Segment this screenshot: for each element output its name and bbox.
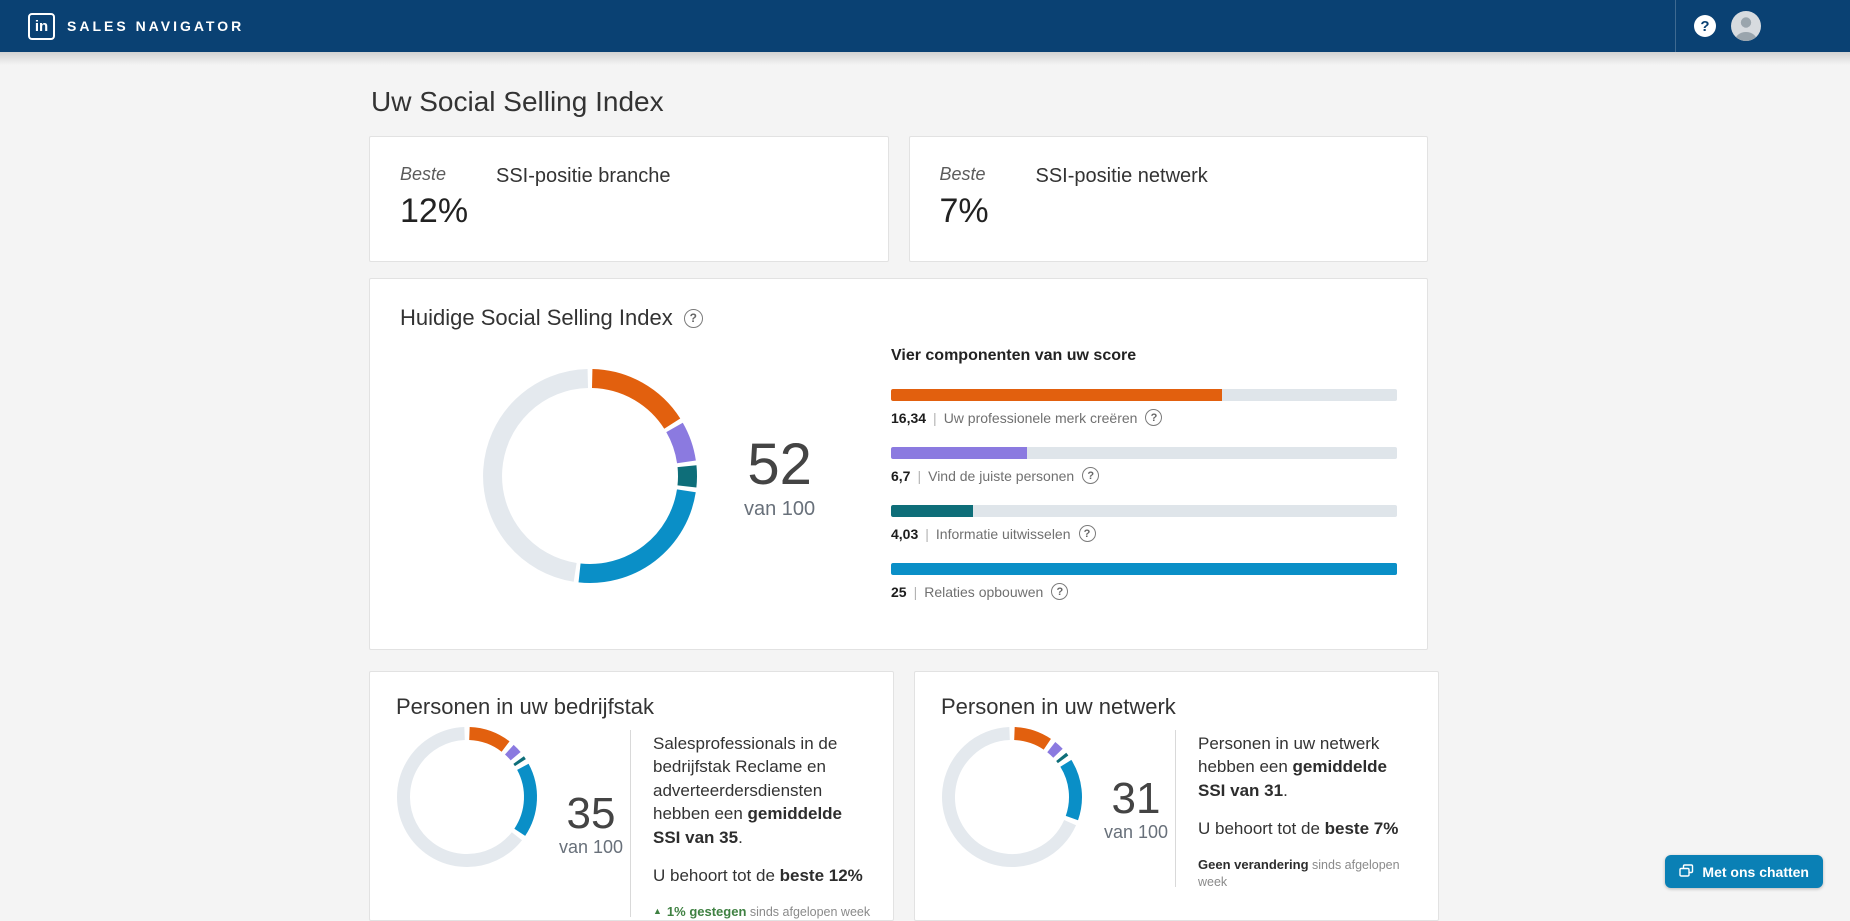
separator: | [913, 583, 918, 600]
navbar-shadow [0, 52, 1850, 65]
component-value: 25 [891, 583, 907, 600]
help-icon[interactable]: ? [1078, 525, 1096, 542]
navbar-divider [1675, 0, 1676, 52]
bar-track [891, 447, 1397, 459]
comparison-cards-row: Personen in uw bedrijfstak 35 van 100 Sa… [369, 671, 1439, 921]
rank-label: Beste [400, 164, 447, 184]
components-bars: 16,34 | Uw professionele merk creëren? 6,7 |… [891, 389, 1397, 600]
bar-track [891, 505, 1397, 517]
component-label: Vind de juiste personen [928, 467, 1075, 484]
ssi-card-title: Huidige Social Selling Index [400, 305, 673, 330]
bar-track [891, 389, 1397, 401]
component-value: 4,03 [891, 525, 919, 542]
bar-track [891, 563, 1397, 575]
help-icon[interactable]: ? [683, 308, 703, 328]
network-trend: Geen verandering sinds afgelopen week [1198, 856, 1400, 889]
component-label: Informatie uitwisselen [935, 525, 1071, 542]
network-card-title: Personen in uw netwerk [941, 694, 1176, 719]
rank-value: 12% [400, 192, 469, 230]
top-navbar: in SALES NAVIGATOR ? [0, 0, 1850, 52]
network-score: 31 [1111, 773, 1161, 823]
industry-score-caption: van 100 [558, 836, 624, 857]
rank-card-title: SSI-positie netwerk [1035, 165, 1208, 187]
component-value: 6,7 [891, 467, 911, 484]
chat-button[interactable]: Met ons chatten [1665, 855, 1823, 888]
bar-fill [891, 563, 1397, 575]
help-icon[interactable]: ? [1145, 409, 1163, 426]
network-description: Personen in uw netwerk hebben een gemidd… [1198, 734, 1388, 800]
score-component: 4,03 | Informatie uitwisselen? [891, 505, 1397, 542]
industry-score: 35 [566, 788, 616, 838]
ssi-score: 52 [747, 432, 812, 498]
ssi-donut-chart [482, 368, 698, 589]
network-score-caption: van 100 [1103, 821, 1169, 842]
brand-title: SALES NAVIGATOR [67, 18, 245, 34]
component-value: 16,34 [891, 409, 927, 426]
industry-card: Personen in uw bedrijfstak 35 van 100 Sa… [369, 671, 894, 921]
rank-card-title: SSI-positie branche [496, 165, 671, 187]
avatar[interactable] [1731, 11, 1761, 41]
separator: | [925, 525, 929, 542]
help-icon[interactable]: ? [1694, 15, 1716, 37]
component-label: Uw professionele merk creëren [943, 409, 1138, 426]
rank-cards-row: Beste 12% SSI-positie branche Beste 7% S… [369, 136, 1428, 262]
industry-donut-chart [396, 726, 538, 921]
vertical-divider [630, 730, 631, 917]
bar-fill [891, 447, 1027, 459]
chat-icon [1679, 864, 1694, 877]
score-component: 6,7 | Vind de juiste personen? [891, 447, 1397, 484]
network-rank-card: Beste 7% SSI-positie netwerk [908, 136, 1428, 262]
person-icon [1735, 17, 1757, 41]
industry-trend: ▲ 1% gestegen sinds afgelopen week [653, 903, 871, 919]
chat-button-label: Met ons chatten [1702, 863, 1809, 880]
vertical-divider [1175, 730, 1176, 887]
score-component: 16,34 | Uw professionele merk creëren? [891, 389, 1397, 426]
network-card: Personen in uw netwerk 31 van 100 Person… [914, 671, 1439, 921]
help-icon[interactable]: ? [1082, 467, 1100, 484]
components-title: Vier componenten van uw score [891, 347, 1137, 364]
separator: | [933, 409, 937, 426]
network-donut-chart [941, 726, 1083, 891]
rank-value: 7% [939, 192, 989, 230]
industry-description: Salesprofessionals in de bedrijfstak Rec… [653, 734, 843, 847]
page-title: Uw Social Selling Index [371, 86, 664, 117]
industry-rank-note: U behoort tot de beste 12% [653, 866, 863, 886]
bar-fill [891, 505, 973, 517]
network-rank-note: U behoort tot de beste 7% [1198, 819, 1399, 839]
industry-rank-card: Beste 12% SSI-positie branche [369, 136, 889, 262]
bar-fill [891, 389, 1222, 401]
score-component: 25 | Relaties opbouwen? [891, 563, 1397, 600]
component-label: Relaties opbouwen [924, 583, 1044, 600]
rank-label: Beste [939, 164, 986, 184]
trend-up-icon: ▲ [653, 905, 662, 916]
ssi-score-caption: van 100 [744, 497, 816, 520]
separator: | [917, 467, 922, 484]
current-ssi-card: Huidige Social Selling Index ? 52 van 10… [369, 278, 1428, 650]
linkedin-logo-icon[interactable]: in [28, 12, 55, 40]
help-icon[interactable]: ? [1051, 583, 1069, 600]
industry-card-title: Personen in uw bedrijfstak [396, 694, 655, 719]
